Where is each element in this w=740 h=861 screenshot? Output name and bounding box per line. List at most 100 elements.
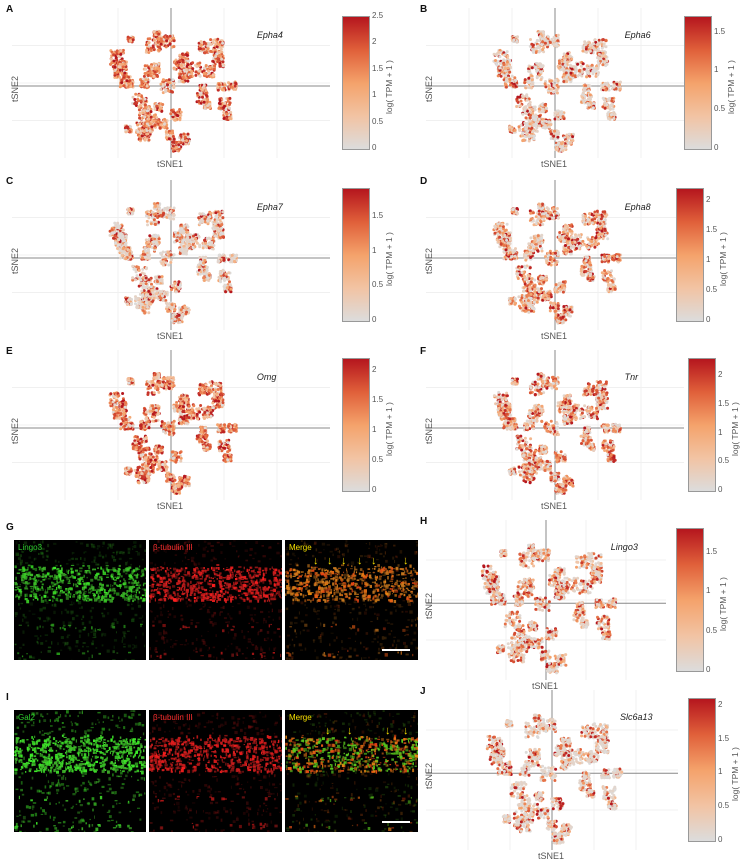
cell-point xyxy=(603,102,606,105)
cell-point xyxy=(165,126,168,129)
cell-point xyxy=(219,236,222,239)
cell-point xyxy=(529,114,532,117)
cell-point xyxy=(597,47,600,50)
cell-point xyxy=(112,53,115,56)
cell-point xyxy=(559,111,562,114)
cell-point xyxy=(152,44,155,47)
colorbar-label: log( TPM + 1 ) xyxy=(726,60,736,114)
cell-point xyxy=(178,80,181,83)
cell-point xyxy=(542,108,545,111)
cell-point xyxy=(171,91,174,94)
cell-point xyxy=(576,75,579,78)
cell-point xyxy=(129,85,132,88)
cell-point xyxy=(202,276,205,279)
cell-point xyxy=(154,234,157,237)
cell-point xyxy=(203,84,206,87)
colorbar-tick: 0.5 xyxy=(714,104,725,113)
cell-point xyxy=(496,64,499,67)
cell-point xyxy=(221,42,224,45)
cell-point xyxy=(557,34,560,37)
cell-point xyxy=(554,79,557,82)
cell-point xyxy=(145,277,148,280)
cell-point xyxy=(174,231,177,234)
cell-point xyxy=(535,51,538,54)
cell-point xyxy=(158,109,161,112)
cell-point xyxy=(150,110,153,113)
cell-point xyxy=(119,85,122,88)
cell-point xyxy=(206,266,209,269)
cell-point xyxy=(136,98,139,101)
cell-point xyxy=(185,139,188,142)
cell-point xyxy=(173,39,176,42)
cell-point xyxy=(550,79,553,82)
cell-point xyxy=(603,42,606,45)
cell-point xyxy=(173,138,176,141)
cell-point xyxy=(548,126,551,129)
cell-point xyxy=(135,306,138,309)
cell-point xyxy=(206,45,209,48)
cell-point xyxy=(162,85,165,88)
cell-point xyxy=(531,83,534,86)
cell-point xyxy=(203,279,206,282)
cell-point xyxy=(528,70,531,73)
cell-point xyxy=(207,69,210,72)
cell-point xyxy=(181,138,184,141)
cell-point xyxy=(204,89,207,92)
cell-point xyxy=(607,117,610,120)
cell-point xyxy=(518,125,521,128)
cell-point xyxy=(144,250,147,253)
cell-point xyxy=(145,214,148,217)
cell-point xyxy=(223,117,226,120)
cell-point xyxy=(151,292,154,295)
cell-point xyxy=(154,223,157,226)
cell-point xyxy=(209,50,212,53)
cell-point xyxy=(498,55,501,58)
cell-point xyxy=(222,64,225,67)
cell-point xyxy=(529,117,532,120)
cell-point xyxy=(498,67,501,70)
cell-point xyxy=(173,241,176,244)
cell-point xyxy=(203,101,206,104)
cell-point xyxy=(568,133,571,136)
cell-point xyxy=(172,145,175,148)
cell-point xyxy=(144,106,147,109)
cell-point xyxy=(141,83,144,86)
cell-point xyxy=(213,68,216,71)
cell-point xyxy=(584,42,587,45)
cell-point xyxy=(528,140,531,143)
cell-point xyxy=(178,118,181,121)
cell-point xyxy=(204,42,207,45)
cell-point xyxy=(175,146,178,149)
cell-point xyxy=(571,135,574,138)
cell-point xyxy=(223,102,226,105)
cell-point xyxy=(131,265,134,268)
cell-point xyxy=(143,115,146,118)
cell-point xyxy=(145,238,148,241)
cell-point xyxy=(534,115,537,118)
cell-point xyxy=(156,280,159,283)
cell-point xyxy=(149,122,152,125)
cell-point xyxy=(133,102,136,105)
cell-point xyxy=(586,64,589,67)
cell-point xyxy=(123,84,126,87)
cell-point xyxy=(229,283,232,286)
colorbar-tick: 0 xyxy=(372,143,376,152)
cell-point xyxy=(165,39,168,42)
cell-point xyxy=(113,60,116,63)
cell-point xyxy=(233,260,236,263)
cell-point xyxy=(556,117,559,120)
cell-point xyxy=(153,115,156,118)
cell-point xyxy=(191,61,194,64)
cell-point xyxy=(604,64,607,67)
cell-point xyxy=(123,74,126,77)
cell-point xyxy=(548,120,551,123)
cell-point xyxy=(155,276,158,279)
cell-point xyxy=(565,71,568,74)
cell-point xyxy=(536,120,539,123)
cell-point xyxy=(167,310,170,313)
cell-point xyxy=(523,81,526,84)
cell-point xyxy=(553,138,556,141)
cell-point xyxy=(562,80,565,83)
cell-point xyxy=(531,48,534,51)
colorbar-tick: 1 xyxy=(714,65,718,74)
